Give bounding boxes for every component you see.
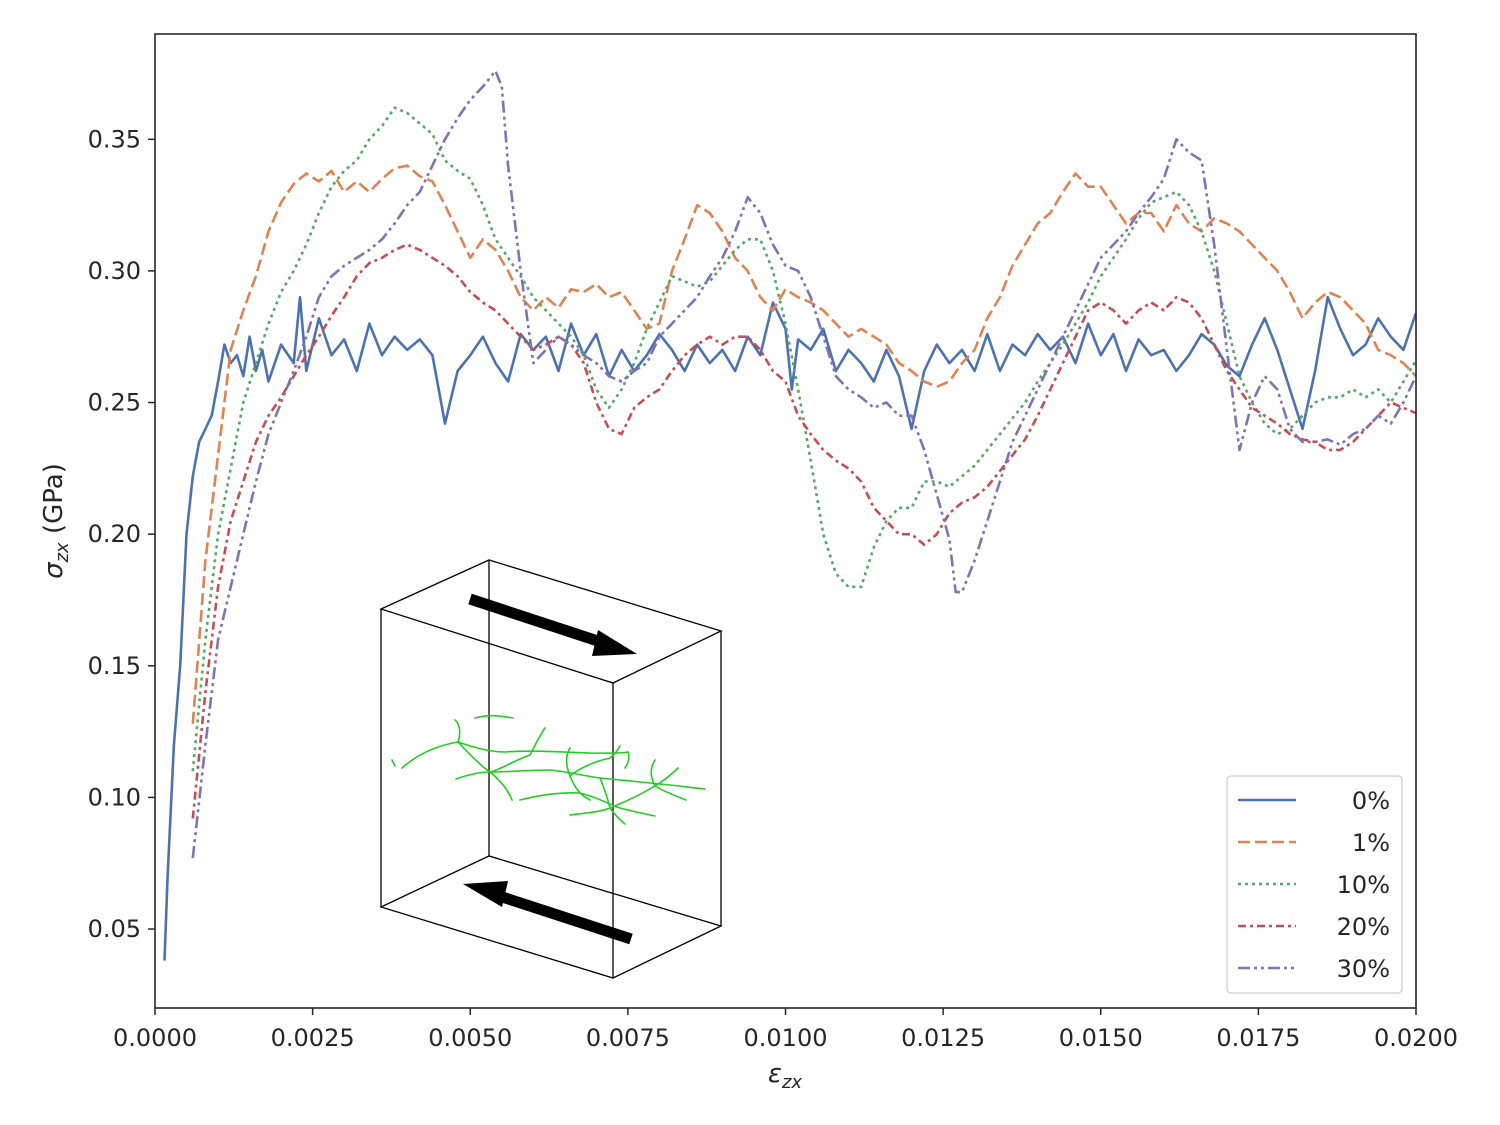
x-axis-ticks: 0.0000 0.0025 0.0050 0.0075 0.0100 0.0125 0.01… xyxy=(113,1008,1458,1052)
x-tick-label: 0.0050 xyxy=(428,1024,512,1052)
series-layer xyxy=(163,69,1416,961)
x-tick-label: 0.0175 xyxy=(1216,1024,1300,1052)
x-tick-label: 0.0200 xyxy=(1374,1024,1458,1052)
y-axis-label: σzx (GPa) xyxy=(39,463,73,579)
dislocation-network xyxy=(391,714,706,825)
series-line-30pct xyxy=(191,69,1416,859)
y-tick-label: 0.15 xyxy=(88,652,141,680)
legend-label: 30% xyxy=(1337,955,1390,983)
legend-label: 1% xyxy=(1352,829,1390,857)
legend-box xyxy=(1226,775,1403,994)
top-shear-arrow xyxy=(468,593,637,656)
series-line-20pct xyxy=(191,243,1416,819)
series-line-0pct xyxy=(163,295,1416,961)
y-tick-label: 0.20 xyxy=(88,520,141,548)
y-tick-label: 0.10 xyxy=(88,783,141,811)
series-line-1pct xyxy=(191,164,1416,724)
legend: 0% 1% 10% 20% 30% xyxy=(1226,775,1403,994)
y-tick-label: 0.25 xyxy=(88,389,141,417)
x-tick-label: 0.0150 xyxy=(1059,1024,1143,1052)
x-tick-label: 0.0075 xyxy=(586,1024,670,1052)
y-tick-label: 0.30 xyxy=(88,257,141,285)
x-tick-label: 0.0025 xyxy=(271,1024,355,1052)
legend-label: 10% xyxy=(1337,871,1390,899)
x-tick-label: 0.0100 xyxy=(744,1024,828,1052)
x-tick-label: 0.0000 xyxy=(113,1024,197,1052)
series-line-10pct xyxy=(191,106,1416,772)
x-tick-label: 0.0125 xyxy=(901,1024,985,1052)
bottom-shear-arrow xyxy=(463,881,633,945)
y-tick-label: 0.35 xyxy=(88,125,141,153)
legend-label: 20% xyxy=(1337,913,1390,941)
legend-items: 0% 1% 10% 20% 30% xyxy=(1238,787,1390,983)
inset-sheared-box-illustration xyxy=(379,559,723,979)
y-axis-ticks: 0.05 0.10 0.15 0.20 0.25 0.30 0.35 xyxy=(88,125,155,943)
y-tick-label: 0.05 xyxy=(88,915,141,943)
legend-label: 0% xyxy=(1352,787,1390,815)
x-axis-label: εzx xyxy=(768,1059,803,1093)
